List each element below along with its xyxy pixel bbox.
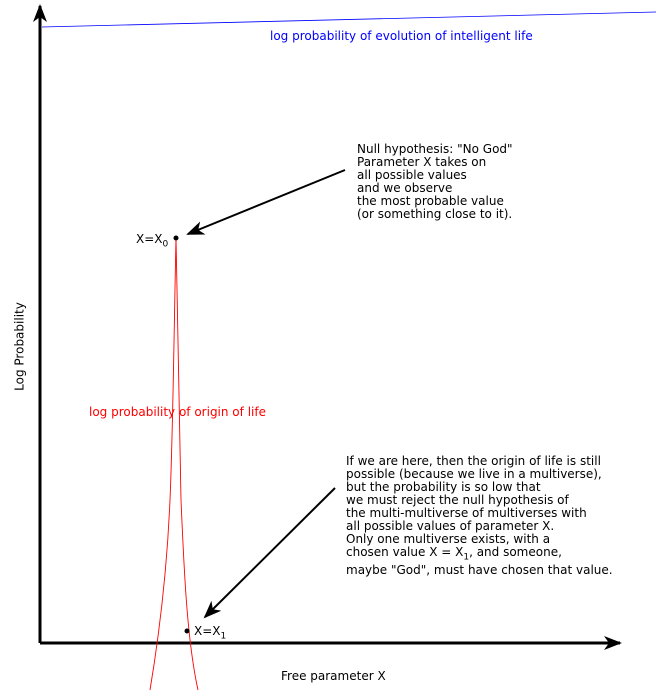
x-axis-label: Free parameter X — [281, 669, 386, 683]
x0-subscript: 0 — [162, 239, 169, 250]
origin-curve-left — [149, 237, 177, 691]
multiverse-text: If we are here, then the origin of life … — [346, 454, 602, 559]
x0-text: X=X — [136, 232, 163, 246]
x1-text: X=X — [194, 624, 221, 638]
x0-label: X=X0 — [136, 233, 168, 251]
origin-curve-right — [175, 237, 199, 691]
evolution-curve — [41, 11, 656, 28]
multiverse-text-end: , and someone, maybe "God", must have ch… — [346, 545, 613, 578]
x1-label: X=X1 — [194, 625, 226, 643]
evolution-label: log probability of evolution of intellig… — [270, 29, 533, 43]
null-hypothesis-annotation: Null hypothesis: "No God" Parameter X ta… — [357, 142, 513, 221]
y-axis-label: Log Probability — [12, 302, 27, 391]
x1-point — [184, 628, 190, 634]
x0-point — [173, 235, 179, 241]
multiverse-subscript: 1 — [463, 552, 470, 563]
x1-subscript: 1 — [220, 631, 227, 642]
arrow-null-hypothesis — [186, 169, 346, 235]
origin-label: log probability of origin of life — [89, 405, 266, 419]
arrow-multiverse — [203, 487, 336, 619]
multiverse-annotation: If we are here, then the origin of life … — [346, 455, 613, 577]
